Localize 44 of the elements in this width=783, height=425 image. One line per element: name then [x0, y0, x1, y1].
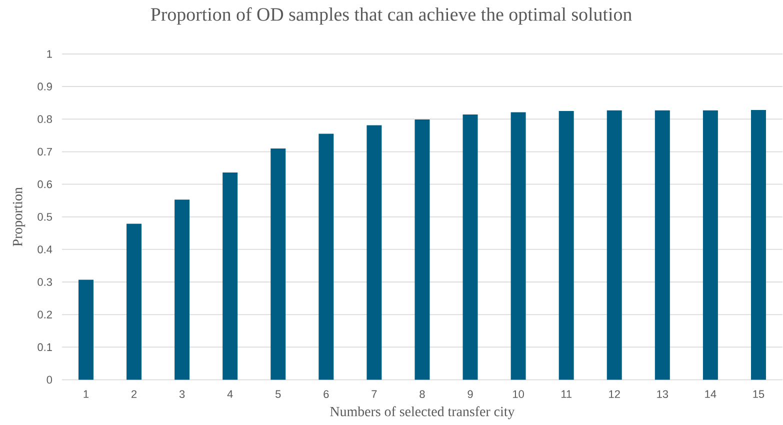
y-axis-title: Proportion: [12, 187, 26, 246]
y-tick-label: 0.5: [38, 213, 52, 221]
y-tick-label: 0.9: [38, 82, 52, 91]
bar: [366, 125, 382, 380]
x-tick-label: 7: [372, 390, 377, 398]
bar: [126, 224, 142, 380]
y-tick-label: 0.3: [38, 278, 52, 286]
bar: [270, 148, 286, 380]
bar: [222, 172, 238, 380]
y-tick-label: 0: [46, 376, 52, 384]
x-tick-label: 11: [561, 390, 572, 398]
bar: [318, 134, 334, 380]
x-tick-label: 1: [84, 390, 88, 398]
y-tick-label: 0.2: [38, 310, 52, 319]
x-axis-title: Numbers of selected transfer city: [330, 406, 515, 420]
y-tick-label: 1: [47, 50, 52, 58]
bar: [78, 280, 94, 380]
y-tick-label: 0.8: [38, 115, 52, 124]
bar: [750, 110, 766, 380]
x-tick-label: 3: [179, 390, 185, 398]
bar: [510, 112, 526, 380]
x-tick-label: 6: [324, 390, 329, 398]
bar: [702, 110, 718, 380]
x-tick-label: 14: [705, 390, 716, 398]
x-tick-label: 5: [276, 390, 281, 398]
y-tick-label: 0.1: [38, 343, 52, 352]
bar: [414, 120, 430, 380]
bar: [462, 114, 478, 380]
x-tick-label: 12: [609, 390, 620, 398]
x-tick-label: 9: [468, 390, 473, 398]
x-tick-label: 2: [132, 390, 137, 398]
x-tick-label: 13: [657, 390, 668, 398]
bar: [606, 110, 622, 380]
bar: [654, 110, 670, 380]
y-tick-label: 0.7: [38, 148, 52, 156]
chart-title: Proportion of OD samples that can achieve the optimal solution: [150, 7, 632, 25]
bar: [174, 200, 190, 380]
x-tick-label: 10: [513, 390, 524, 398]
x-tick-label: 15: [753, 390, 764, 398]
y-tick-label: 0.6: [38, 180, 52, 188]
x-tick-label: 8: [420, 390, 425, 398]
x-tick-label: 4: [227, 390, 233, 398]
y-tick-label: 0.4: [38, 246, 52, 254]
bar: [558, 111, 574, 380]
